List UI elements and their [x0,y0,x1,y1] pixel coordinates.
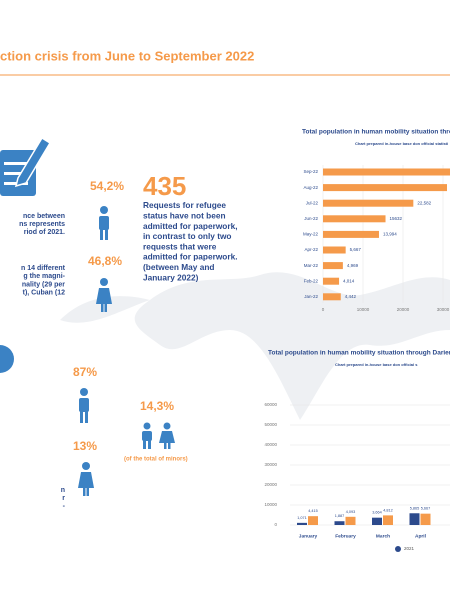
legend-label: 2021 [404,546,415,551]
bar [323,262,343,270]
x-tick-label: February [335,533,356,539]
y-tick-label: 20000 [264,482,277,487]
y-tick-label: 50000 [264,422,277,427]
text-fragment: - [63,503,66,510]
y-tick-label: Aug-22 [303,185,318,190]
value-label: 15632 [390,216,403,221]
stats: 54,2% 435 46,8% 87% 13% 14,3% (of the to… [73,171,188,463]
bar [383,515,393,525]
bar [345,516,356,525]
requests-text: (between May and [143,262,214,272]
requests-text: admitted for paperwork, [143,221,238,231]
value-label: 1,071 [297,516,307,520]
text-fragment: n [61,487,65,494]
requests-text: in contrast to only two [143,231,232,241]
x-tick-label: 20000 [397,307,410,312]
text-fragment: r [62,495,65,502]
girls-pct: 13% [73,439,97,453]
y-tick-label: Feb-22 [304,278,319,283]
document-icon [0,136,52,196]
y-tick-label: Jan-22 [304,294,318,299]
chart-title: Total population in human mobility situa… [302,129,450,136]
text-fragment: g the magni- [23,273,65,280]
y-tick-label: 0 [274,522,277,527]
text-fragment: ns represents [19,221,65,228]
bar [323,168,450,176]
value-label: 4,969 [347,263,359,268]
header-title: ction crisis from June to September 2022 [0,48,254,63]
bar [323,184,447,192]
bar [323,293,341,301]
bar [420,513,431,525]
minors-note: (of the total of minors) [124,457,188,463]
value-label: 4,093 [346,510,356,514]
value-label: 4,415 [308,509,318,513]
men-pct: 54,2% [90,179,124,193]
boys-pct: 87% [73,365,97,379]
map-shape [134,272,450,420]
text-fragment: riod of 2021. [24,229,65,236]
bar [323,246,346,254]
y-tick-label: Mar-22 [304,263,319,268]
y-tick-label: May-22 [303,232,319,237]
x-tick-label: 0 [322,307,325,312]
x-tick-label: March [376,533,390,539]
value-label: 4,812 [383,508,393,512]
value-label: 22,582 [417,200,431,205]
requests-text: requests that were [143,241,217,251]
text-fragment: n 14 different [21,265,66,272]
y-tick-label: 40000 [264,442,277,447]
value-label: 4,014 [343,278,355,283]
bar [323,199,414,207]
y-tick-label: 60000 [264,402,277,407]
text-fragment: t), Cuban (12 [23,290,65,297]
text-fragment: nality (29 per [22,281,65,288]
side-icon [0,345,14,373]
value-label: 5,667 [350,247,362,252]
bar [409,513,420,525]
bar [323,277,340,285]
text-fragment: nce between [23,213,65,220]
bar [308,516,318,525]
y-tick-label: Jun-22 [304,216,318,221]
x-tick-label: April [415,533,426,539]
person-icons [78,206,175,496]
minors-pct: 14,3% [140,399,174,413]
requests-text: Requests for refugee [143,200,226,210]
legend-swatch [395,546,401,552]
bar [372,517,382,525]
value-label: 13,994 [383,232,397,237]
y-tick-label: Sep-22 [303,169,318,174]
chart-subtitle: Chart prepared in-house base don officia… [335,362,418,367]
requests-number: 435 [143,171,186,201]
x-tick-label: January [299,533,318,539]
requests-text: status have not been [143,210,226,220]
value-label: 5,865 [410,506,420,510]
requests-text: January 2022) [143,272,199,282]
value-label: 3,664 [372,511,382,515]
bar [297,522,307,525]
value-label: 1,887 [335,514,345,518]
y-tick-label: Apr-22 [304,247,318,252]
women-pct: 46,8% [88,254,122,268]
requests-text: admitted for paperwork. [143,252,238,262]
value-label: 4,442 [345,294,357,299]
bar [334,521,345,525]
x-tick-label: 10000 [357,307,370,312]
x-tick-label: 30000 [437,307,450,312]
chart-title: Total population in human mobility situa… [268,350,450,357]
y-tick-label: 30000 [264,462,277,467]
bar [323,230,379,238]
value-label: 5,667 [421,507,431,511]
chart-subtitle: Chart prepared in-house base don officia… [355,141,448,146]
y-tick-label: Jul-22 [306,200,319,205]
bar [323,215,386,223]
y-tick-label: 10000 [264,502,277,507]
